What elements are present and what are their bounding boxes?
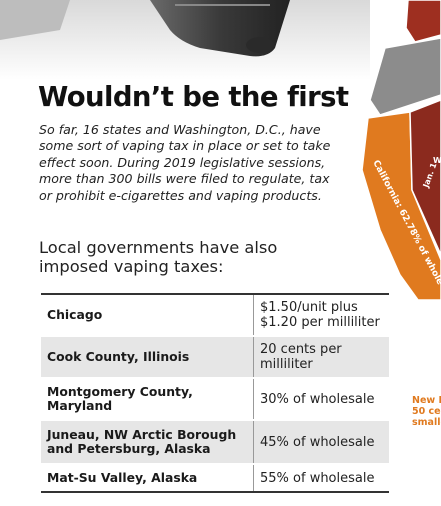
- row-rate: 45% of wholesale: [253, 419, 389, 464]
- table-row: Mat-Su Valley, Alaska 55% of wholesale: [41, 463, 389, 493]
- map-note: New M 50 cen smalle: [412, 395, 441, 428]
- table-row: Juneau, NW Arctic Borough and Petersburg…: [41, 419, 389, 464]
- table-row: Montgomery County, Maryland 30% of whole…: [41, 377, 389, 420]
- map-label-partial-w: W: [433, 156, 441, 165]
- map-note-line: 50 cen: [412, 406, 441, 417]
- local-taxes-subhead: Local governments have also imposed vapi…: [39, 238, 278, 276]
- map-note-line: smalle: [412, 417, 441, 428]
- table-row: Chicago $1.50/unit plus $1.20 per millil…: [41, 293, 389, 336]
- map-note-line: New M: [412, 395, 441, 406]
- vaping-tax-map: California: 62.78% of whole W Jan. 1: [361, 0, 441, 301]
- local-vaping-tax-table: Chicago $1.50/unit plus $1.20 per millil…: [41, 293, 389, 493]
- page-title: Wouldn’t be the first: [38, 81, 349, 113]
- row-place: Montgomery County, Maryland: [41, 377, 254, 420]
- map-state-neighbor: [409, 99, 441, 256]
- row-rate: $1.50/unit plus $1.20 per milliliter: [253, 293, 389, 336]
- map-state-gray: [369, 37, 441, 116]
- row-place: Cook County, Illinois: [41, 335, 254, 378]
- vape-device-photo: [0, 0, 370, 80]
- row-rate: 30% of wholesale: [253, 377, 389, 420]
- row-rate: 55% of wholesale: [253, 463, 389, 493]
- row-rate: 20 cents per milliliter: [253, 335, 389, 378]
- table-row: Cook County, Illinois 20 cents per milli…: [41, 335, 389, 378]
- row-place: Juneau, NW Arctic Borough and Petersburg…: [41, 419, 254, 464]
- map-state-top: [405, 0, 441, 43]
- row-place: Mat-Su Valley, Alaska: [41, 463, 254, 493]
- intro-paragraph: So far, 16 states and Washington, D.C., …: [39, 122, 331, 203]
- row-place: Chicago: [41, 293, 254, 336]
